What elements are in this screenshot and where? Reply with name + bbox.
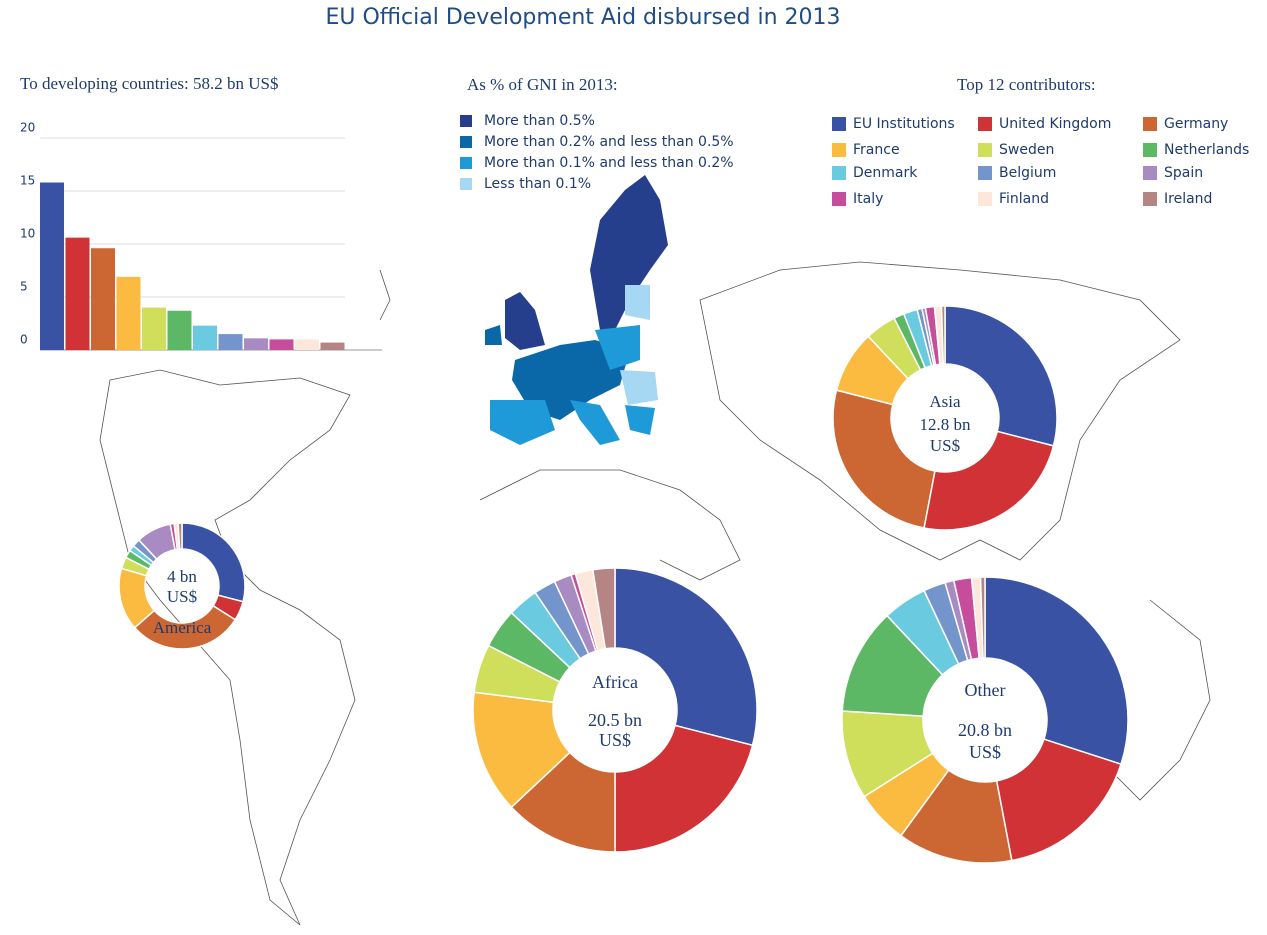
poland (595, 325, 640, 370)
donut-segment (979, 576, 986, 659)
donut-segment (984, 576, 1129, 766)
legend-swatch (460, 178, 472, 190)
legend-label: Belgium (999, 165, 1056, 181)
legend-label: Italy (853, 191, 883, 207)
ireland (485, 325, 502, 345)
map-title: As % of GNI in 2013: (467, 75, 618, 94)
y-tick-label: 20 (20, 121, 35, 135)
legend-swatch (832, 192, 846, 206)
legend-swatch (978, 166, 992, 180)
legend-label: Ireland (1164, 191, 1212, 207)
donut-segment (591, 567, 616, 650)
donut-label: US$ (167, 587, 197, 606)
legend-label: More than 0.2% and less than 0.5% (484, 134, 734, 150)
bar (218, 334, 243, 350)
donut-label: Africa (592, 672, 638, 692)
donut-segment (995, 738, 1122, 862)
y-tick-label: 5 (20, 280, 28, 294)
legend-label: More than 0.1% and less than 0.2% (484, 155, 734, 171)
legend-label: EU Institutions (853, 116, 955, 132)
legend-swatch (978, 143, 992, 157)
legend-label: More than 0.5% (484, 113, 595, 129)
legend-label: Spain (1164, 165, 1203, 181)
donut-segment (177, 522, 183, 550)
legend-swatch (1143, 166, 1157, 180)
bar (295, 339, 319, 350)
donut-segment (832, 389, 936, 529)
italy (570, 400, 620, 445)
east-europe (620, 370, 658, 405)
nordic (590, 175, 668, 330)
donut-segment (614, 567, 758, 747)
baltics (625, 285, 650, 320)
legend-swatch (460, 115, 472, 127)
donut-label: Other (965, 680, 1006, 700)
legend-label: Germany (1164, 116, 1228, 132)
legend-swatch (1143, 192, 1157, 206)
y-tick-label: 0 (20, 333, 28, 347)
donut-label: US$ (930, 436, 960, 455)
legend-label: United Kingdom (999, 116, 1111, 132)
donut-label: Asia (929, 392, 961, 411)
legend-swatch (832, 117, 846, 131)
legend-swatch (1143, 117, 1157, 131)
bar (269, 339, 294, 350)
bar (167, 310, 192, 350)
bar (193, 325, 217, 350)
donut-segment (614, 724, 754, 853)
page-title: EU Official Development Aid disbursed in… (325, 5, 840, 30)
donut-label: 12.8 bn (920, 415, 972, 434)
bar (244, 338, 268, 350)
bar (40, 182, 64, 350)
bar (142, 307, 166, 350)
donut-label: America (153, 618, 212, 637)
legend-swatch (978, 192, 992, 206)
y-tick-label: 10 (20, 227, 35, 241)
legend-swatch (978, 117, 992, 131)
legend-label: Denmark (853, 165, 918, 181)
bar (65, 237, 90, 350)
europe-map (485, 175, 668, 445)
iberia (490, 400, 555, 445)
bar (116, 276, 141, 350)
uk (505, 292, 545, 350)
bar (91, 248, 115, 350)
donut-label: US$ (969, 742, 1001, 762)
donut-label: 20.8 bn (958, 720, 1012, 740)
donut-segment (923, 430, 1055, 531)
legend-label: Netherlands (1164, 142, 1249, 158)
legend-label: Less than 0.1% (484, 176, 591, 192)
legend-swatch (832, 143, 846, 157)
chart-title: To developing countries: 58.2 bn US$ (20, 74, 279, 93)
legend-swatch (460, 157, 472, 169)
y-tick-label: 15 (20, 174, 35, 188)
legend-swatch (1143, 143, 1157, 157)
legend-swatch (460, 136, 472, 148)
donut-label: 20.5 bn (588, 710, 642, 730)
bar (320, 342, 345, 350)
donut-segment (944, 305, 1058, 447)
donut-label: 4 bn (167, 567, 197, 586)
balkans (625, 405, 655, 435)
legend-swatch (832, 166, 846, 180)
legend-label: France (853, 142, 900, 158)
world-outline (99, 261, 1211, 926)
donut-label: US$ (599, 730, 631, 750)
donut-segment (940, 305, 946, 365)
legend-title: Top 12 contributors: (957, 75, 1096, 94)
legend-label: Sweden (999, 142, 1054, 158)
legend-label: Finland (999, 191, 1049, 207)
